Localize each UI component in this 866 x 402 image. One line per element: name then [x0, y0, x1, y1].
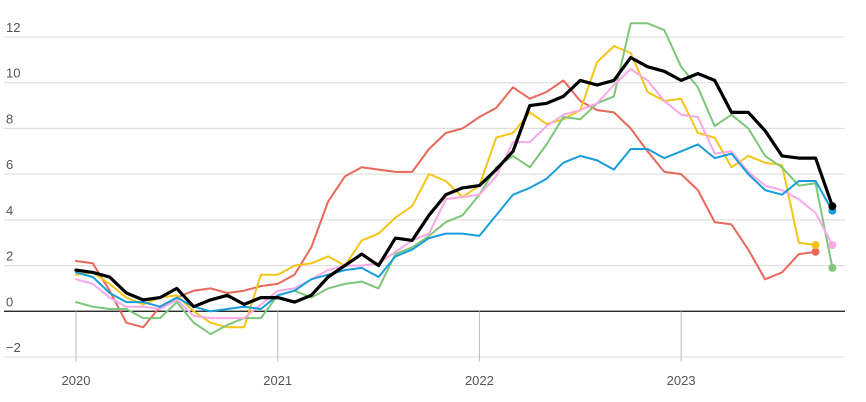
series-end-marker-4	[828, 241, 837, 249]
y-axis-ticks: −2 0 2 4 6 8 10 12	[6, 20, 21, 355]
series-line-2	[75, 45, 817, 329]
x-tick-label: 2022	[465, 373, 494, 388]
series-end-marker-2	[811, 241, 820, 249]
y-tick-label: 4	[6, 203, 13, 218]
y-tick-label: 0	[6, 294, 13, 309]
series-line-6	[74, 55, 835, 309]
series-end-marker-6	[828, 202, 837, 211]
y-tick-label: 8	[6, 111, 13, 126]
series-layer	[74, 22, 835, 336]
series-line-3	[75, 22, 834, 336]
x-tick-label: 2023	[667, 373, 696, 388]
series-line-4	[75, 68, 834, 320]
series-line-5	[75, 143, 834, 313]
y-tick-label: 6	[6, 157, 13, 172]
grid-layer	[4, 36, 845, 358]
y-tick-label: 10	[6, 66, 20, 81]
x-tick-label: 2021	[263, 373, 292, 388]
x-axis-ticks: 2020 2021 2022 2023	[62, 311, 696, 388]
y-tick-label: 2	[6, 249, 13, 264]
series-line-1	[75, 79, 817, 329]
series-end-marker-1	[811, 247, 820, 256]
x-tick-label: 2020	[62, 373, 91, 388]
endpoint-markers	[811, 202, 837, 272]
series-end-marker-3	[828, 263, 837, 272]
y-tick-label: −2	[6, 340, 21, 355]
y-tick-label: 12	[6, 20, 20, 35]
